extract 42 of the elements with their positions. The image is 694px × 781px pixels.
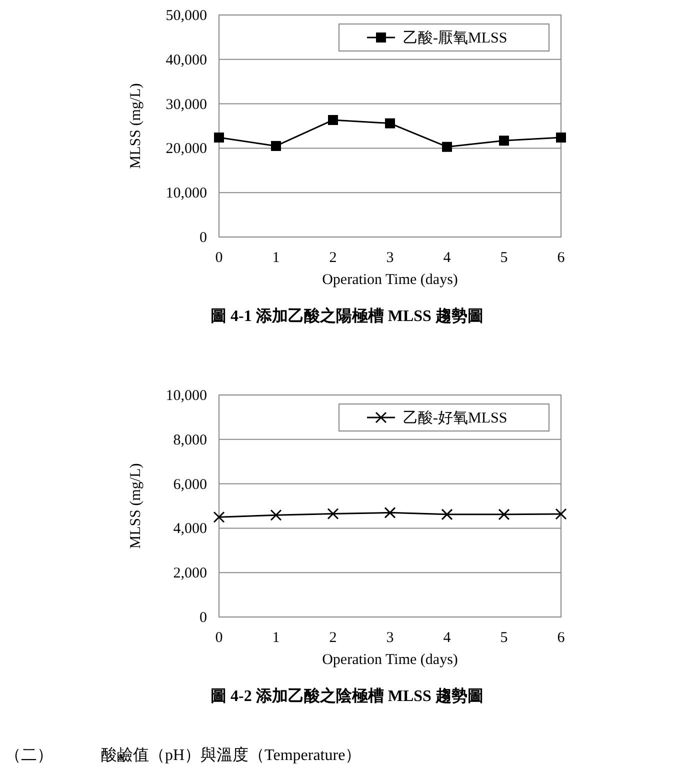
x-tick-label: 1 [272,250,280,266]
y-tick-label: 4,000 [173,521,207,538]
point [328,115,338,126]
legend-label: 乙酸-好氧MLSS [403,410,508,426]
y-tick-label: 20,000 [166,141,207,158]
x-tick-label: 1 [272,630,280,646]
x-tick-label: 4 [443,250,452,266]
y-tick-label: 10,000 [166,186,207,202]
point [556,132,566,143]
point [499,136,509,146]
x-tick-label: 5 [500,250,508,266]
point [385,118,395,128]
x-axis-title: Operation Time (days) [322,272,458,288]
x-tick-label: 0 [215,630,223,646]
x-tick-label: 3 [386,250,394,266]
y-tick-label: 8,000 [173,432,207,448]
y-tick-label: 10,000 [166,388,207,404]
y-tick-label: 0 [200,610,207,626]
y-axis-title: MLSS (mg/L) [128,83,144,169]
text: 圖 4-1 添加乙酸之陽極槽 MLSS 趨勢圖 [210,307,484,325]
x-tick-label: 3 [386,630,394,646]
x-tick-label: 2 [329,630,337,646]
x-tick-label: 2 [329,250,337,266]
point [442,142,452,152]
point [271,140,281,151]
x-tick-label: 0 [215,250,223,266]
x-tick-label: 5 [500,630,508,646]
point [214,132,224,143]
text: 圖 4-2 添加乙酸之陰極槽 MLSS 趨勢圖 [210,687,484,705]
y-tick-label: 6,000 [173,476,207,493]
legend-label: 乙酸-厭氧MLSS [403,30,508,46]
y-tick-label: 30,000 [166,96,207,113]
x-tick-label: 6 [557,250,566,266]
y-tick-label: 0 [200,230,207,246]
x-tick-label: 6 [557,630,566,646]
y-tick-label: 40,000 [166,52,207,68]
y-tick-label: 50,000 [166,8,207,24]
x-tick-label: 4 [443,630,452,646]
y-tick-label: 2,000 [173,566,207,582]
y-axis-title: MLSS (mg/L) [128,463,144,549]
text: （二） 酸鹼值（pH）與溫度（Temperature） [5,746,362,764]
x-axis-title: Operation Time (days) [322,652,458,668]
